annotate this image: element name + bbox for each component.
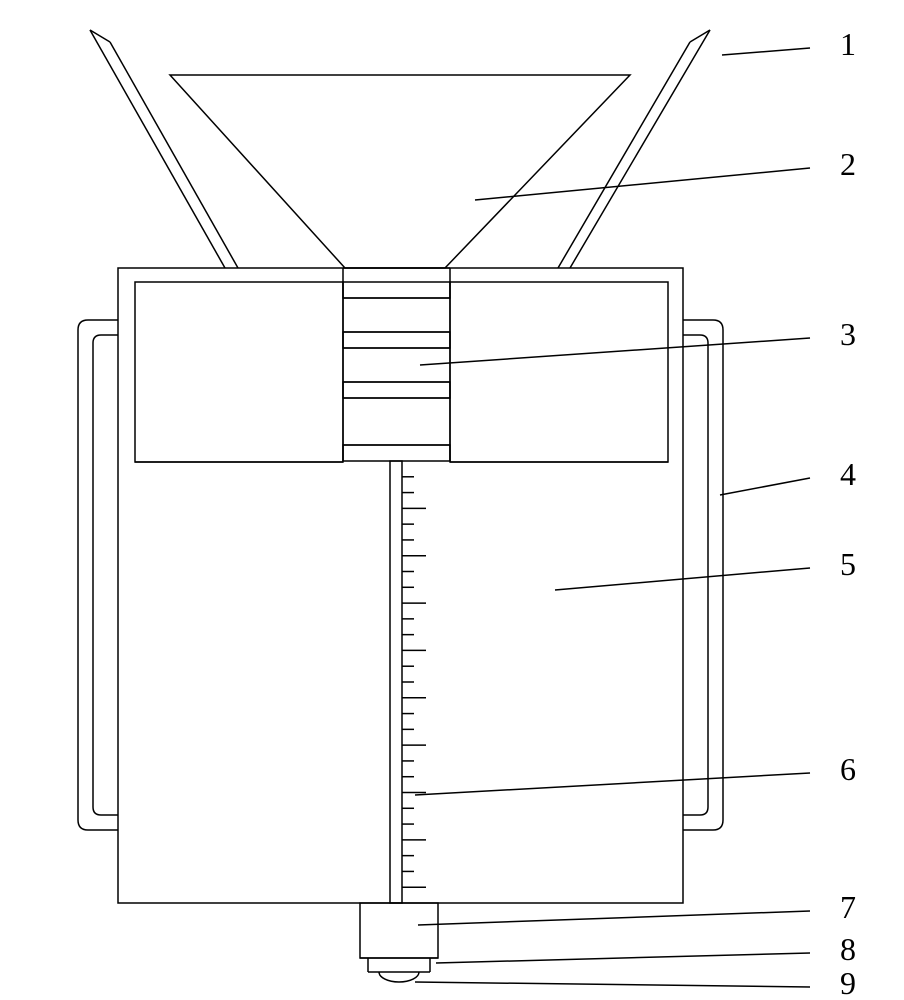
label-3: 3	[840, 316, 856, 352]
label-2: 2	[840, 146, 856, 182]
label-8: 8	[840, 931, 856, 967]
label-6: 6	[840, 751, 856, 787]
technical-diagram: 1 2 3 4 5 6 7 89	[0, 0, 904, 1000]
label-5: 5	[840, 546, 856, 582]
label-7: 7	[840, 889, 856, 925]
label-4: 4	[840, 456, 856, 492]
label-9: 9	[840, 965, 856, 1000]
label-1: 1	[840, 26, 856, 62]
